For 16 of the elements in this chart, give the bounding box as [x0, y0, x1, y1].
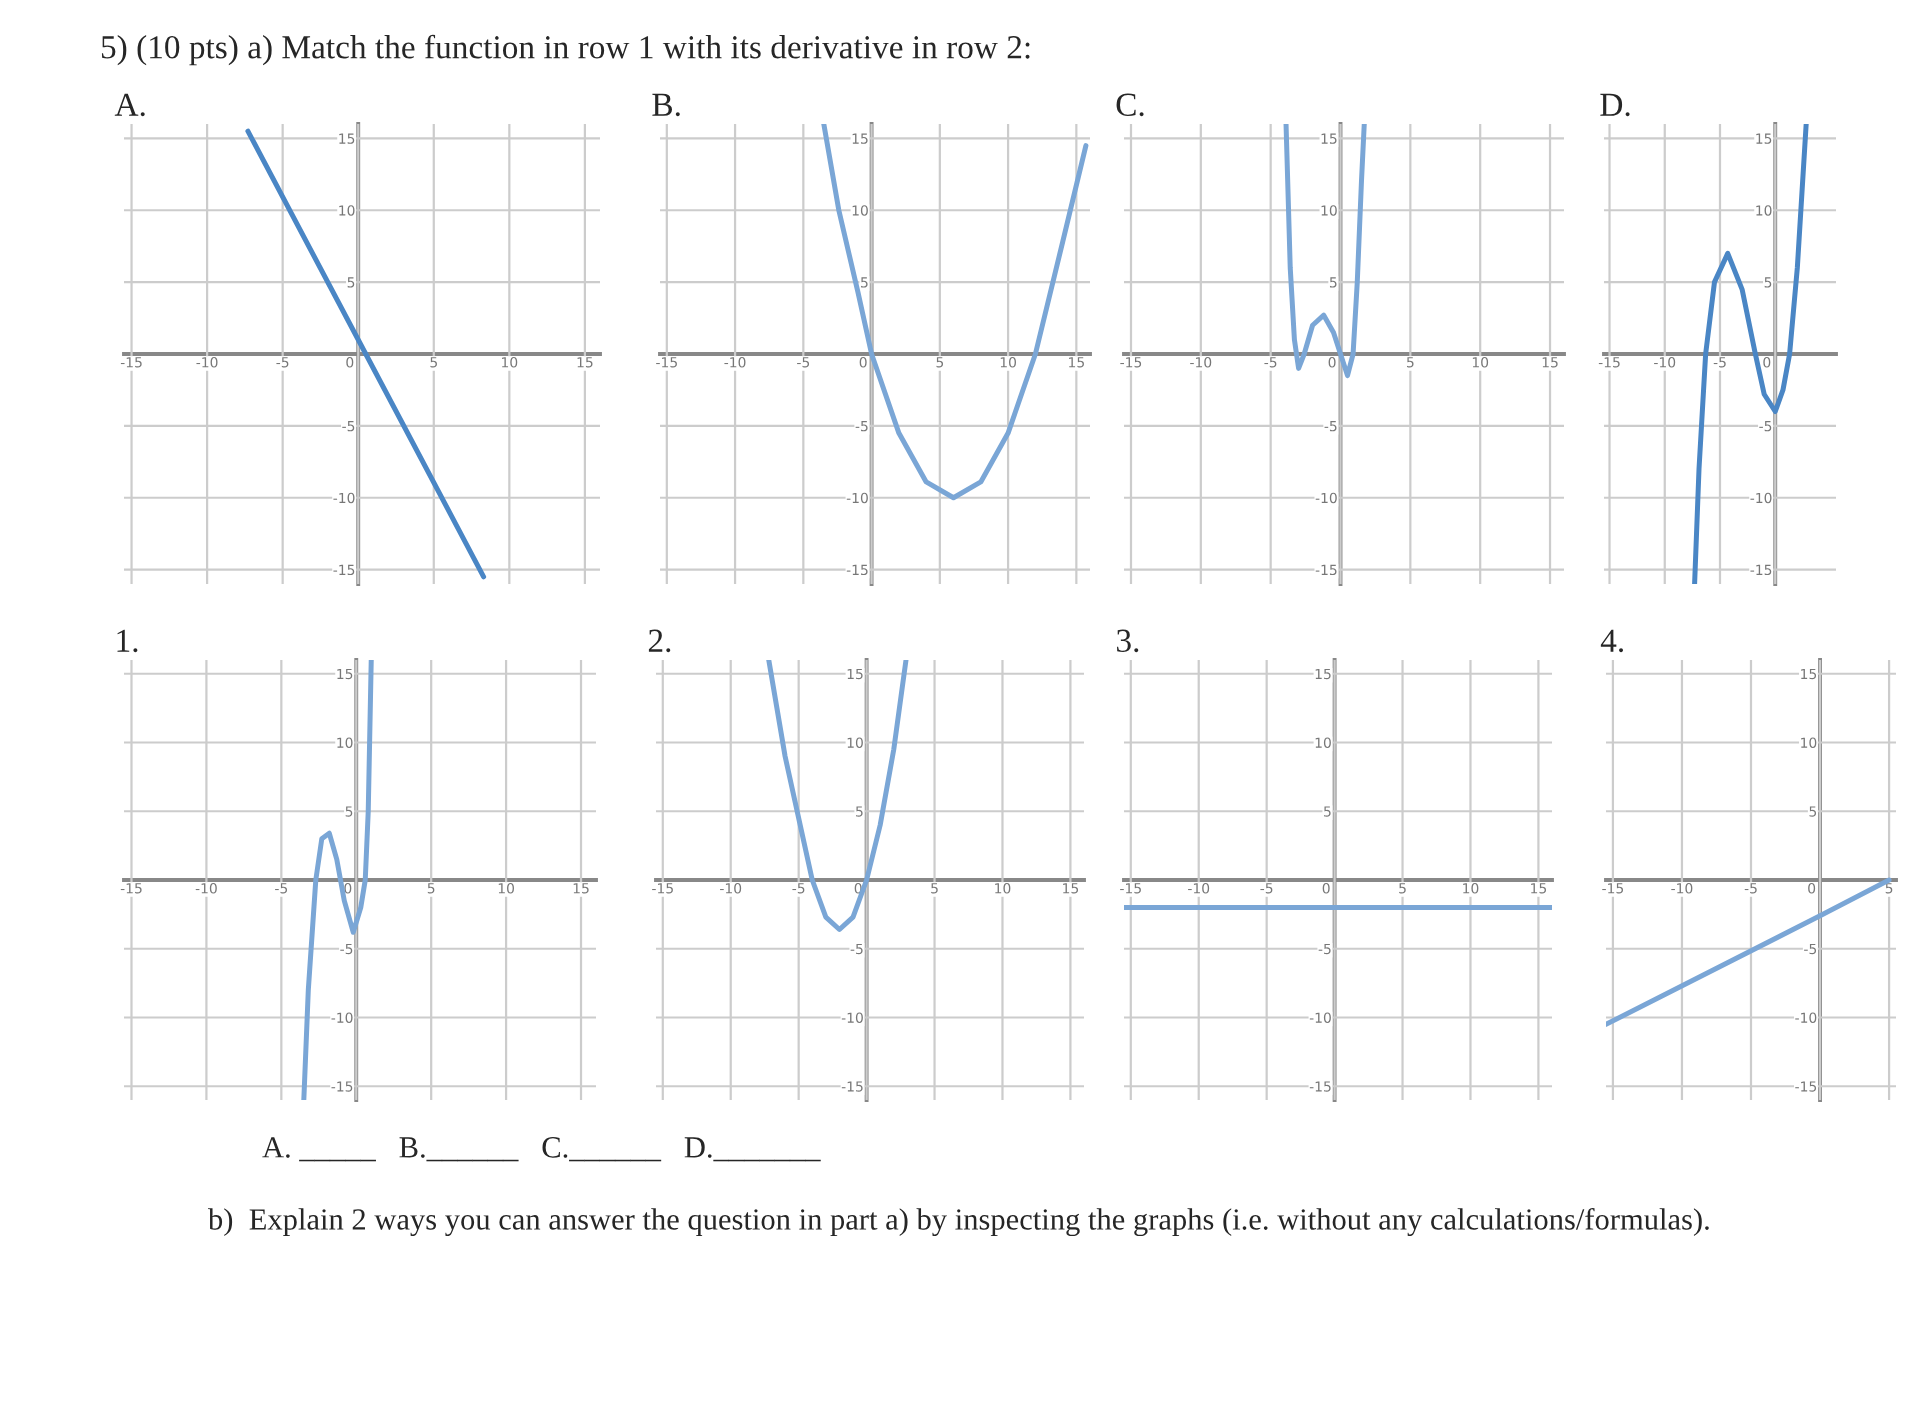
chart-title: 3.: [1117, 629, 1139, 653]
text: b) Explain 2 ways you can answer the question in part a) by inspecting the graphs (i.e. without any calculations/formulas).: [208, 1207, 1709, 1237]
chart-title: B.: [652, 93, 680, 117]
text: A. _____ B.______ C.______ D._______: [262, 1137, 821, 1162]
line-series: [821, 124, 1089, 501]
line-series: [766, 660, 909, 932]
chart-title: D.: [1600, 93, 1630, 117]
chart-title: A.: [114, 93, 145, 117]
line-series: [1692, 124, 1809, 584]
line-series: [1283, 124, 1367, 379]
chart-title: 2.: [648, 629, 671, 653]
chart-title: 4.: [1600, 629, 1623, 653]
chart-title: 1.: [117, 629, 138, 653]
text: 5) (10 pts) a) Match the function in row 1 with its derivative in row 2:: [101, 34, 1030, 66]
line-series: [301, 660, 374, 1100]
chart-title: C.: [1116, 93, 1144, 117]
